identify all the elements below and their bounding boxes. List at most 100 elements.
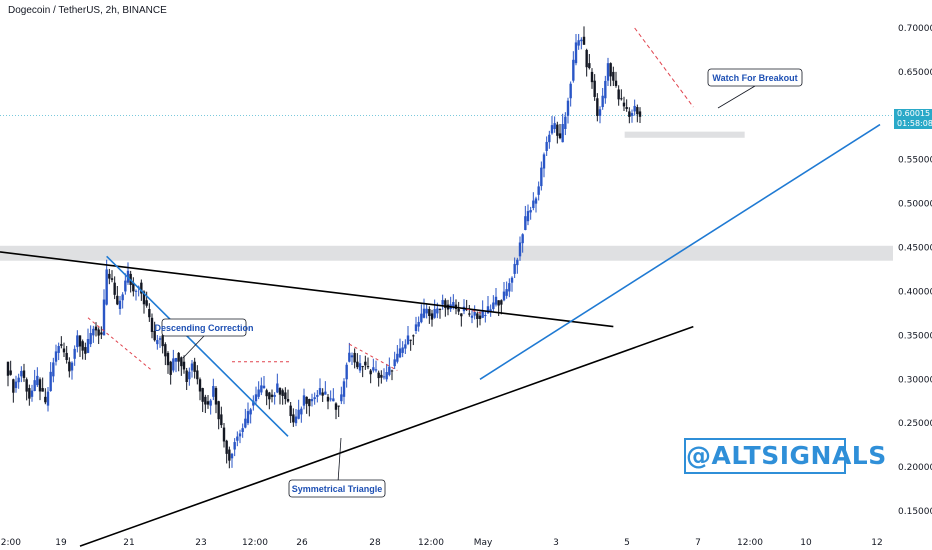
candle-body [468, 313, 471, 315]
candle-body [222, 427, 226, 442]
candle-body [150, 317, 154, 332]
candle-body [33, 380, 36, 391]
y-axis-tick: 0.70000 [898, 24, 932, 34]
candle-body [193, 361, 196, 372]
candle-body [169, 361, 172, 375]
y-axis-tick: 0.20000 [898, 463, 932, 473]
candle-body [225, 440, 228, 454]
candle-body [244, 418, 247, 428]
chart-title: Dogecoin / TetherUS, 2h, BINANCE [8, 5, 167, 16]
candle-body [537, 186, 540, 195]
candle-body [113, 282, 116, 295]
x-axis-tick: 21 [123, 538, 134, 548]
candle-body [470, 315, 474, 318]
candle-body [177, 352, 180, 362]
candle-body [326, 396, 330, 402]
candle-body [68, 361, 71, 372]
candle-body [374, 369, 378, 371]
candle-body [505, 289, 508, 296]
candle-body [313, 397, 316, 400]
candle-body [212, 386, 215, 397]
y-axis-tick: 0.45000 [898, 244, 932, 254]
candle-body [361, 366, 364, 368]
candle-body [452, 302, 455, 307]
y-axis-tick: 0.15000 [898, 507, 932, 517]
candle-body [97, 329, 100, 336]
candle-body [321, 392, 324, 396]
candle-body [636, 107, 639, 115]
candle-body [486, 306, 490, 314]
candle-body [297, 409, 300, 419]
candle-body [41, 388, 44, 392]
candle-body [241, 428, 244, 432]
symmetrical-triangle-callout-box [288, 479, 386, 498]
candle-body [300, 408, 303, 415]
candle-body [196, 370, 199, 380]
candle-body [473, 312, 476, 316]
candle-body [36, 375, 39, 386]
candle-body [398, 348, 402, 358]
x-axis-tick: 12 [871, 538, 882, 548]
candle-body [73, 348, 76, 359]
candle-body [353, 352, 356, 363]
candle-body [561, 124, 564, 143]
wedge-top-trendline [0, 251, 614, 328]
candle-body [84, 347, 87, 354]
candle-body [249, 409, 252, 415]
candle-body [172, 358, 175, 371]
candle-body [124, 280, 127, 292]
countdown-timer: 01:58:08 [897, 119, 932, 128]
y-axis-tick: 0.25000 [898, 419, 932, 429]
candle-body [502, 291, 506, 301]
candle-body [324, 391, 327, 395]
candle-body [6, 361, 10, 376]
triangle-bottom-trendline [79, 325, 694, 547]
candle-body [556, 124, 559, 136]
candle-body [49, 371, 52, 391]
candle-body [414, 324, 418, 331]
candle-body [230, 453, 234, 459]
candle-body [121, 294, 124, 301]
watch-breakout-callout-label: Watch For Breakout [712, 73, 797, 83]
candle-body [553, 123, 556, 129]
x-axis-tick: 12:00 [418, 538, 444, 548]
candle-body [148, 309, 151, 318]
candle-body [102, 299, 106, 336]
candle-body [262, 385, 266, 389]
local-resistance-dash [87, 317, 153, 371]
candle-body [233, 442, 236, 450]
candle-body [17, 377, 20, 383]
candle-body [436, 308, 439, 314]
candle-body [188, 371, 191, 380]
candle-body [94, 326, 98, 331]
candle-body [460, 313, 463, 317]
candle-body [337, 405, 340, 407]
x-axis-tick: 23 [195, 538, 206, 548]
candle-body [574, 42, 578, 64]
candle-body [612, 71, 615, 81]
candle-body [228, 449, 231, 461]
candle-body [108, 273, 111, 279]
candle-body [542, 154, 546, 169]
candle-body [569, 83, 572, 99]
symmetrical-triangle-callout-label: Symmetrical Triangle [292, 484, 383, 494]
candle-body [236, 436, 239, 441]
candle-body [70, 362, 74, 371]
candle-body [532, 200, 535, 209]
candle-body [393, 359, 396, 367]
candle-body [318, 388, 322, 395]
breakout-resistance-line [634, 27, 694, 108]
candle-body [521, 234, 524, 244]
candle-body [12, 379, 15, 393]
candle-body [489, 309, 492, 312]
candle-body [550, 125, 554, 134]
candle-body [476, 313, 479, 319]
candle-body [76, 335, 79, 348]
candle-body [478, 315, 482, 319]
candle-body [380, 374, 383, 378]
candle-body [388, 366, 391, 375]
candle-body [265, 390, 268, 397]
candle-body [185, 370, 188, 382]
candle-body [25, 379, 28, 392]
